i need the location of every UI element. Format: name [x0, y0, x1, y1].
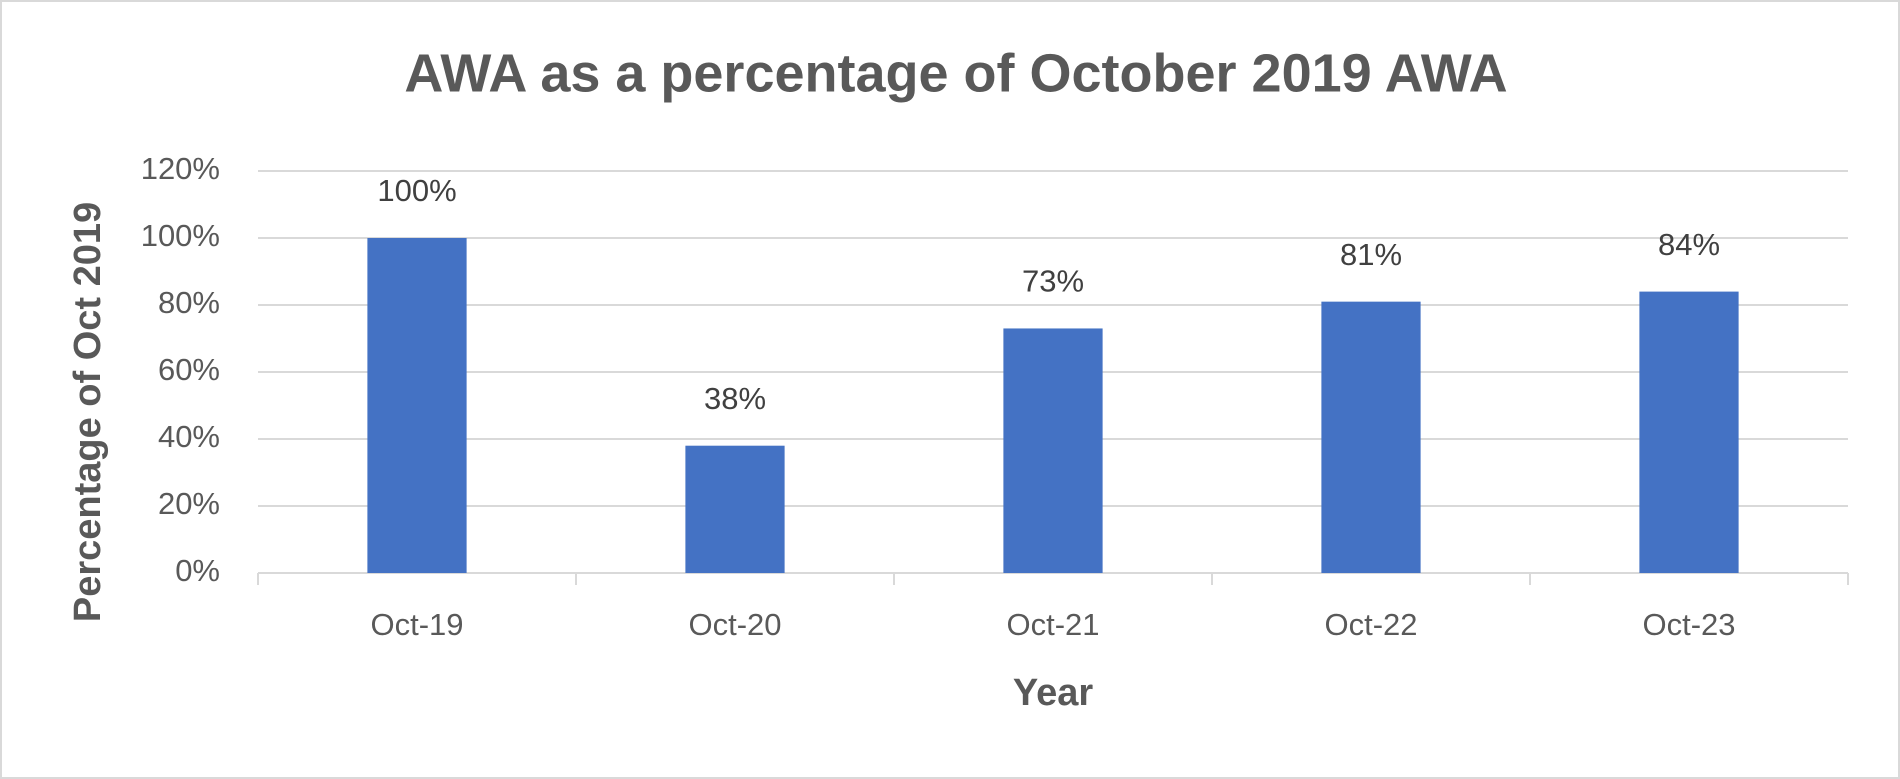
- x-tick-label: Oct-23: [1642, 607, 1735, 642]
- y-tick-label: 40%: [158, 419, 220, 454]
- y-tick-label: 100%: [141, 218, 220, 253]
- y-tick-label: 60%: [158, 352, 220, 387]
- y-tick-label: 80%: [158, 285, 220, 320]
- y-tick-label: 0%: [175, 553, 220, 588]
- x-tick-label: Oct-21: [1006, 607, 1099, 642]
- data-label: 73%: [1022, 264, 1084, 299]
- bar: [1321, 301, 1421, 573]
- data-label: 81%: [1340, 237, 1402, 272]
- x-axis-title: Year: [1013, 672, 1094, 714]
- bar: [1639, 291, 1739, 573]
- data-label: 84%: [1658, 227, 1720, 262]
- x-tick-label: Oct-19: [370, 607, 463, 642]
- x-tick-label: Oct-22: [1324, 607, 1417, 642]
- bar: [367, 238, 467, 573]
- y-tick-label: 20%: [158, 486, 220, 521]
- data-label: 100%: [377, 173, 456, 208]
- y-tick-label: 120%: [141, 151, 220, 186]
- y-axis-title: Percentage of Oct 2019: [67, 202, 109, 622]
- x-tick-label: Oct-20: [688, 607, 781, 642]
- bar: [685, 445, 785, 573]
- chart-title: AWA as a percentage of October 2019 AWA: [404, 43, 1507, 103]
- data-label: 38%: [704, 381, 766, 416]
- bar: [1003, 328, 1103, 573]
